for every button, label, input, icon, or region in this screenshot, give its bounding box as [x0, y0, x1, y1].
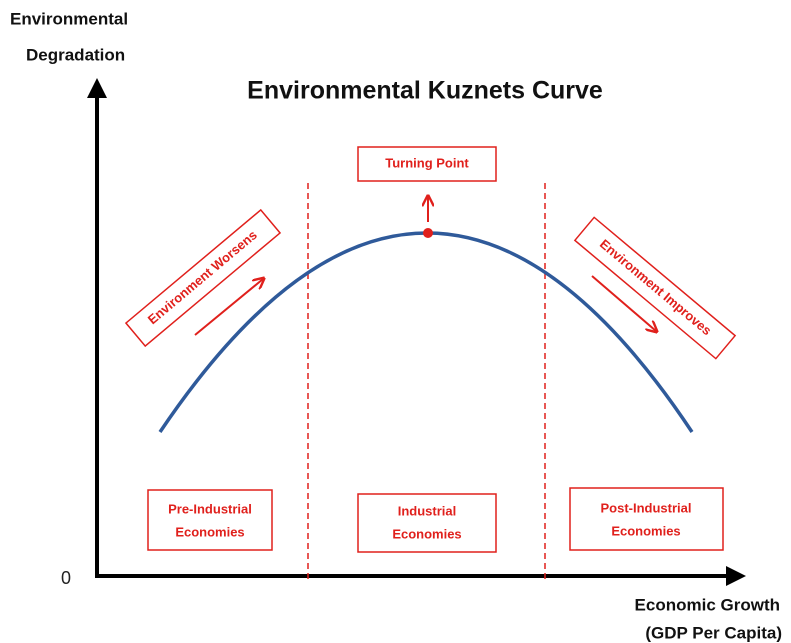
arrow [194, 279, 263, 336]
stage-box [147, 489, 273, 551]
stage-label: Economies [392, 526, 461, 541]
trend-label: Environment Improves [597, 236, 715, 338]
x-axis-label: Economic Growth [635, 595, 780, 614]
trend-label: Environment Worsens [145, 227, 260, 327]
left-trend: Environment Worsens [124, 208, 282, 348]
x-axis-label: (GDP Per Capita) [645, 623, 782, 642]
trend-box [124, 208, 282, 348]
arrow [591, 275, 656, 331]
stage-box [357, 493, 497, 553]
stage-label: Economies [175, 524, 244, 539]
stage-label: Economies [611, 523, 680, 538]
stage-label: Pre-Industrial [168, 501, 252, 516]
stage-label: Post-Industrial [600, 500, 691, 515]
origin-label: 0 [61, 568, 71, 588]
turning-point-box [357, 146, 497, 182]
turning-point-label: Turning Point [385, 155, 469, 170]
stage-label: Industrial [398, 503, 457, 518]
trend-box [573, 216, 737, 360]
y-axis-label: Degradation [26, 45, 125, 64]
stage-box [569, 487, 724, 551]
title: Environmental Kuznets Curve [247, 77, 603, 105]
turning-point-dot [423, 228, 433, 238]
y-axis-label: Environmental [10, 9, 128, 28]
right-trend: Environment Improves [573, 216, 737, 360]
